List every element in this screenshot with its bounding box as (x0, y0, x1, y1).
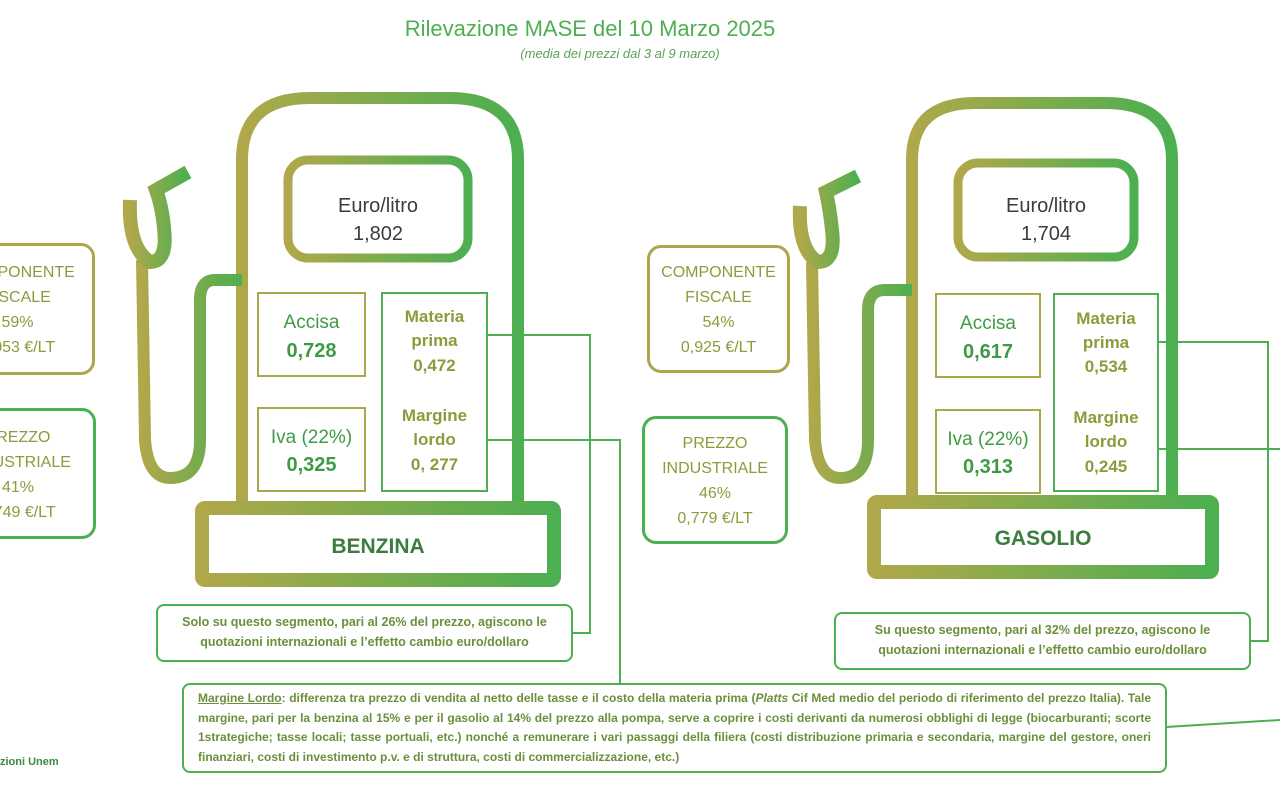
definition-text-a: : differenza tra prezzo di vendita al ne… (281, 691, 756, 705)
page-title: Rilevazione MASE del 10 Marzo 2025 (404, 16, 776, 41)
benzina-margine-value: 0, 277 (410, 455, 459, 474)
benzina-margine-label-1: Margine (401, 406, 468, 425)
definition-term: Margine Lordo (198, 691, 282, 705)
margine-lordo-definition: Margine Lordo: differenza tra prezzo di … (182, 683, 1167, 773)
gasolio-industriale-eur: 0,779 €/LT (677, 510, 753, 527)
gasolio-margine-label-1: Margine (1073, 408, 1139, 427)
benzina-iva-value: 0,325 (286, 454, 337, 476)
gasolio-fiscale-line1: COMPONENTE (661, 264, 776, 281)
gasolio-fiscale-pct: 54% (702, 314, 735, 331)
benzina-fiscale-eur: 1,053 €/LT (0, 339, 56, 356)
definition-text-b: Cif Med medio del periodo di riferimento… (198, 691, 1151, 764)
page-subtitle: (media dei prezzi dal 3 al 9 marzo) (520, 46, 720, 61)
gasolio-materia-value: 0,534 (1084, 357, 1128, 376)
benzina-iva-box (257, 407, 366, 492)
benzina-materia-value: 0,472 (413, 356, 456, 375)
benzina-pump (122, 92, 561, 587)
benzina-fiscale-line2: FISCALE (0, 289, 51, 306)
gasolio-fiscale-line2: FISCALE (685, 289, 752, 306)
benzina-price-value: 1,802 (352, 223, 404, 245)
benzina-accisa-box (257, 292, 366, 377)
source-footnote: zioni Unem (0, 756, 59, 768)
benzina-fiscale-pct: 59% (1, 314, 34, 331)
benzina-industriale-box: PREZZO INDUSTRIALE 41% 0,749 €/LT (0, 408, 96, 539)
gasolio-price-label: Euro/litro (1005, 195, 1087, 217)
gasolio-fiscale-box: COMPONENTE FISCALE 54% 0,925 €/LT (647, 245, 790, 373)
benzina-margine-label-2: lordo (413, 430, 456, 449)
gasolio-margine-label-2: lordo (1084, 432, 1128, 451)
benzina-accisa-label: Accisa (283, 312, 340, 333)
benzina-materia-label-2: prima (411, 331, 458, 350)
connector-lines (487, 334, 1280, 728)
benzina-fiscale-box: COMPONENTE FISCALE 59% 1,053 €/LT (0, 243, 95, 375)
gasolio-industriale-box: PREZZO INDUSTRIALE 46% 0,779 €/LT (642, 416, 788, 544)
benzina-industriale-eur: 0,749 €/LT (0, 504, 56, 521)
gasolio-iva-box (935, 409, 1041, 494)
gasolio-materia-label-1: Materia (1076, 309, 1136, 328)
benzina-materia-label-1: Materia (404, 307, 465, 326)
benzina-note: Solo su questo segmento, pari al 26% del… (156, 604, 573, 662)
gasolio-industriale-line2: INDUSTRIALE (662, 460, 768, 477)
gasolio-note: Su questo segmento, pari al 32% del prez… (834, 612, 1251, 670)
benzina-iva-label: Iva (22%) (270, 427, 353, 448)
gasolio-materia-label-2: prima (1082, 333, 1130, 352)
gasolio-price-value: 1,704 (1020, 223, 1072, 245)
benzina-accisa-value: 0,728 (286, 340, 337, 362)
benzina-industriale-line2: INDUSTRIALE (0, 454, 71, 471)
gasolio-industriale-pct: 46% (698, 485, 732, 502)
gasolio-iva-label: Iva (22%) (947, 429, 1029, 450)
gasolio-accisa-box (935, 293, 1041, 378)
gasolio-label: GASOLIO (994, 527, 1092, 550)
benzina-industriale-line1: PREZZO (0, 429, 51, 446)
definition-platts: Platts (755, 691, 789, 705)
gasolio-iva-value: 0,313 (962, 456, 1014, 478)
benzina-fiscale-line1: COMPONENTE (0, 264, 75, 281)
benzina-industriale-pct: 41% (1, 479, 35, 496)
gasolio-margine-value: 0,245 (1084, 457, 1128, 476)
benzina-label: BENZINA (331, 535, 425, 558)
gasolio-accisa-value: 0,617 (962, 341, 1014, 363)
gasolio-accisa-label: Accisa (960, 313, 1016, 334)
gasolio-fiscale-eur: 0,925 €/LT (680, 339, 757, 356)
benzina-price-label: Euro/litro (337, 195, 419, 217)
gasolio-industriale-line1: PREZZO (682, 435, 748, 452)
gasolio-pump (792, 97, 1219, 579)
gasolio-industrial-box (1053, 293, 1159, 492)
benzina-industrial-box (381, 292, 488, 492)
